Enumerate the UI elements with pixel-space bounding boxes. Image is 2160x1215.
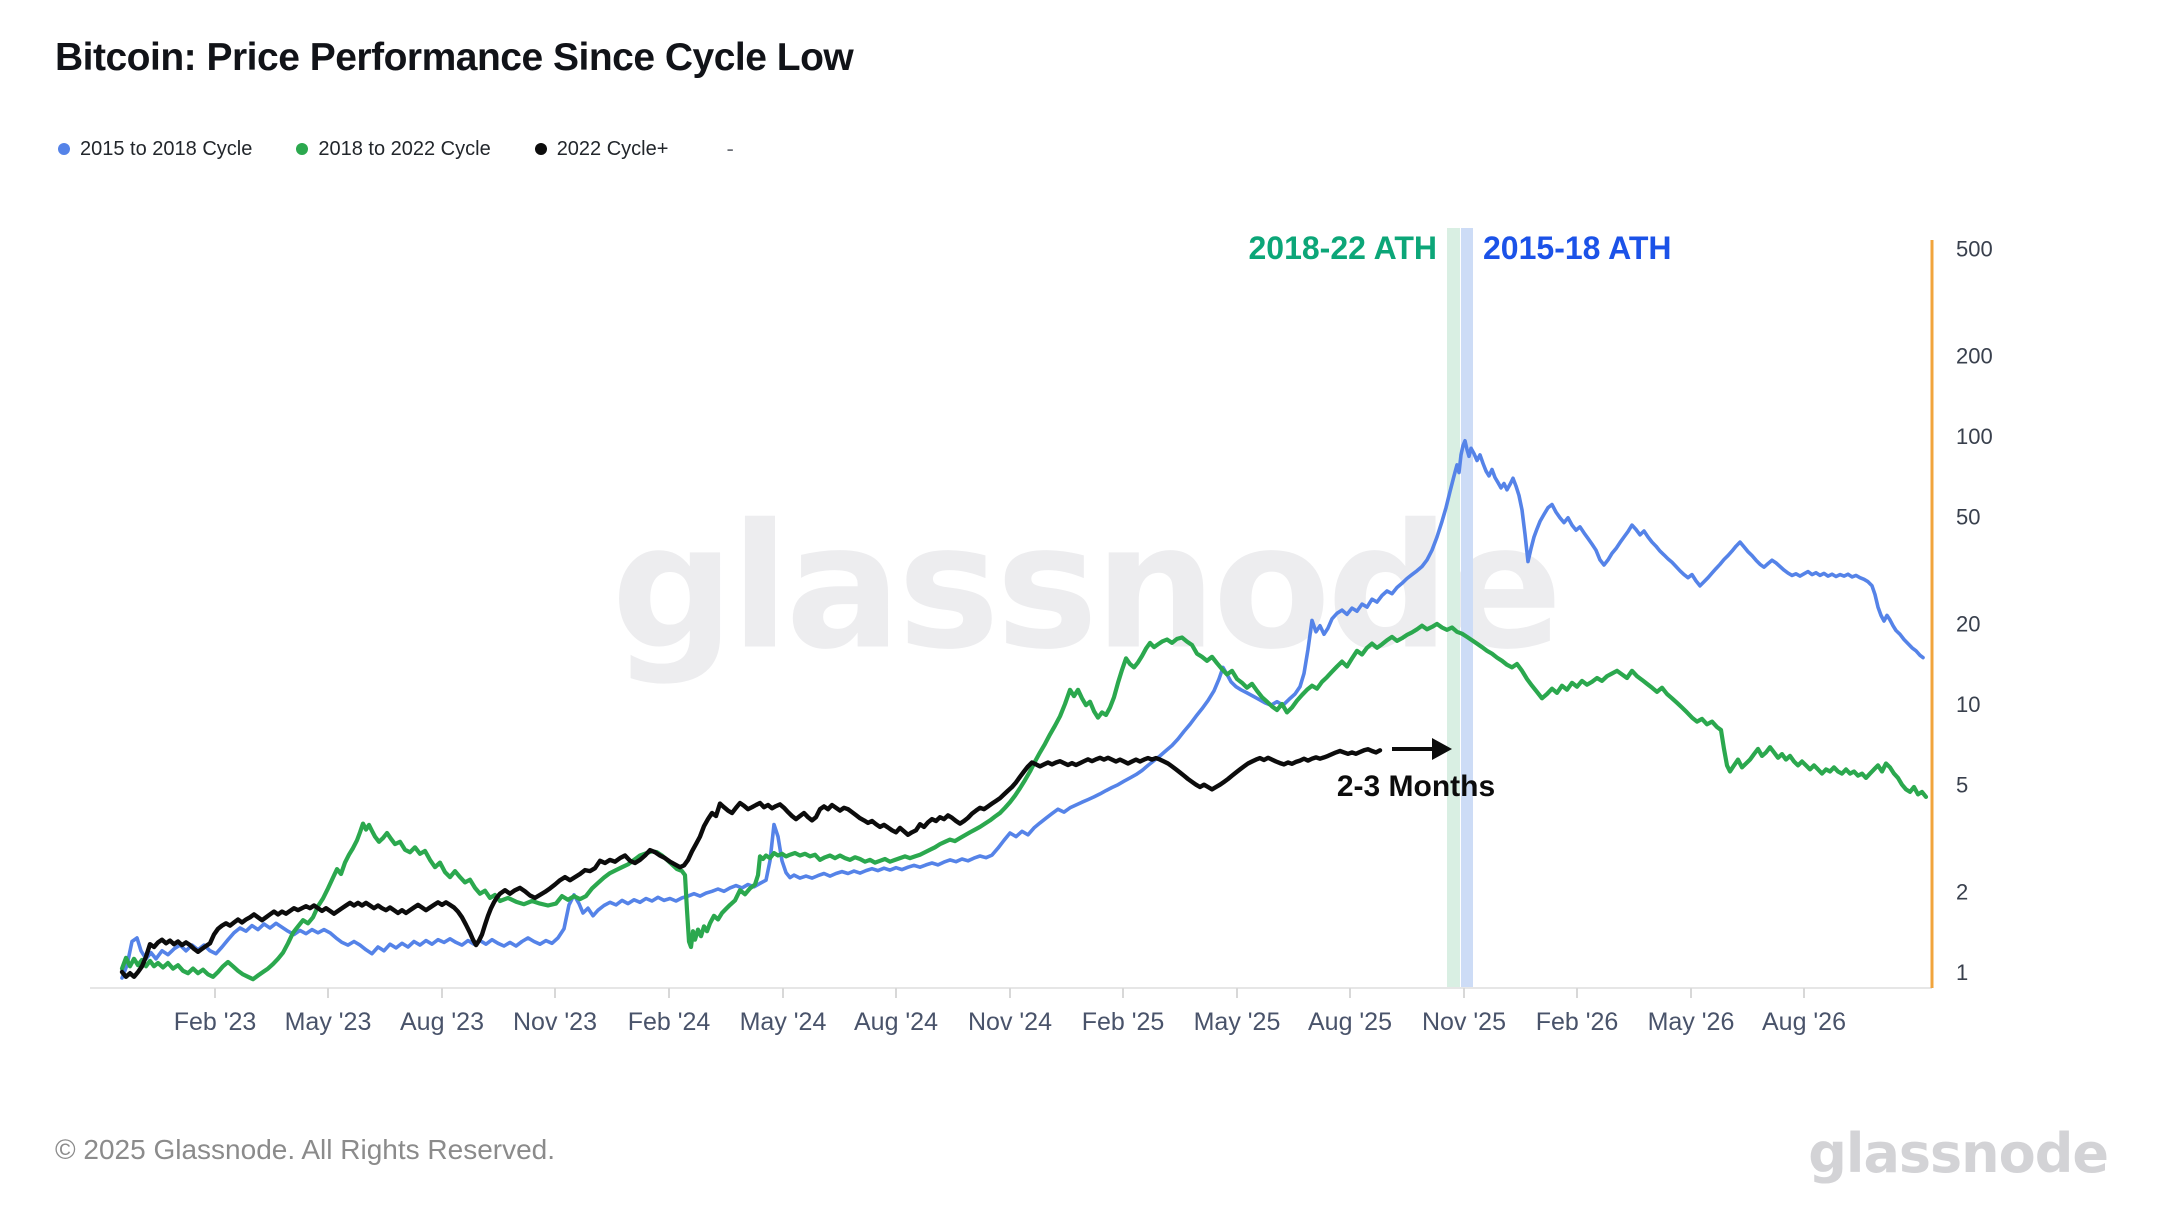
ath-band-0 <box>1447 228 1460 988</box>
x-tick-label: Feb '26 <box>1536 1008 1619 1036</box>
x-tick-label: Aug '25 <box>1308 1008 1392 1036</box>
series-line-2015-to-2018-cycle[interactable] <box>120 438 1925 980</box>
x-tick-label: May '25 <box>1194 1008 1281 1036</box>
x-tick-label: Aug '24 <box>854 1008 938 1036</box>
x-tick-label: Feb '24 <box>628 1008 711 1036</box>
y-tick-label: 20 <box>1956 611 1980 636</box>
x-tick-label: May '23 <box>285 1008 372 1036</box>
y-tick-label: 500 <box>1956 237 1993 262</box>
arrow-head-icon <box>1432 738 1452 760</box>
ath-label-0: 2018-22 ATH <box>1248 230 1437 266</box>
copyright-text: © 2025 Glassnode. All Rights Reserved. <box>55 1134 556 1165</box>
x-tick-label: Aug '26 <box>1762 1008 1846 1036</box>
glassnode-watermark: glassnode <box>611 486 1562 688</box>
ath-label-1: 2015-18 ATH <box>1483 230 1672 266</box>
x-tick-label: May '26 <box>1648 1008 1735 1036</box>
y-tick-label: 10 <box>1956 692 1980 717</box>
legend-item-2022-cycle-[interactable]: 2022 Cycle+ <box>534 137 669 161</box>
x-tick-label: Feb '25 <box>1082 1008 1165 1036</box>
x-tick-label: Nov '23 <box>513 1008 597 1036</box>
x-tick-label: Aug '23 <box>400 1008 484 1036</box>
legend-item-label: 2022 Cycle+ <box>556 137 669 160</box>
legend-dot-icon <box>58 143 70 155</box>
page-title: Bitcoin: Price Performance Since Cycle L… <box>55 36 854 79</box>
y-tick-label: 5 <box>1956 773 1968 798</box>
legend-item-2015-to-2018-cycle[interactable]: 2015 to 2018 Cycle <box>58 138 252 161</box>
legend-extra-dash: - <box>726 136 734 161</box>
legend-item-2018-to-2022-cycle[interactable]: 2018 to 2022 Cycle <box>296 137 491 161</box>
series-line-2018-to-2022-cycle[interactable] <box>119 621 1929 982</box>
legend-item-label: 2018 to 2022 Cycle <box>318 137 491 160</box>
ath-band-1 <box>1461 228 1473 988</box>
y-tick-label: 200 <box>1956 343 1993 368</box>
x-tick-label: Nov '25 <box>1422 1008 1506 1036</box>
series-line-2022-cycle-[interactable] <box>119 747 1383 979</box>
legend-item-label: 2015 to 2018 Cycle <box>80 137 253 160</box>
y-tick-label: 50 <box>1956 505 1980 530</box>
arrow-label: 2-3 Months <box>1337 770 1495 803</box>
x-tick-label: Feb '23 <box>174 1008 257 1036</box>
legend-dot-icon <box>534 143 547 155</box>
x-tick-label: Nov '24 <box>968 1008 1052 1036</box>
y-tick-label: 2 <box>1956 879 1968 904</box>
glassnode-logo: glassnode <box>1808 1122 2109 1185</box>
legend: 2015 to 2018 Cycle 2018 to 2022 Cycle 2022… <box>58 136 734 162</box>
y-tick-label: 100 <box>1956 424 1993 449</box>
x-tick-label: May '24 <box>740 1008 827 1036</box>
y-tick-label: 1 <box>1956 960 1968 985</box>
legend-dot-icon <box>296 143 309 155</box>
